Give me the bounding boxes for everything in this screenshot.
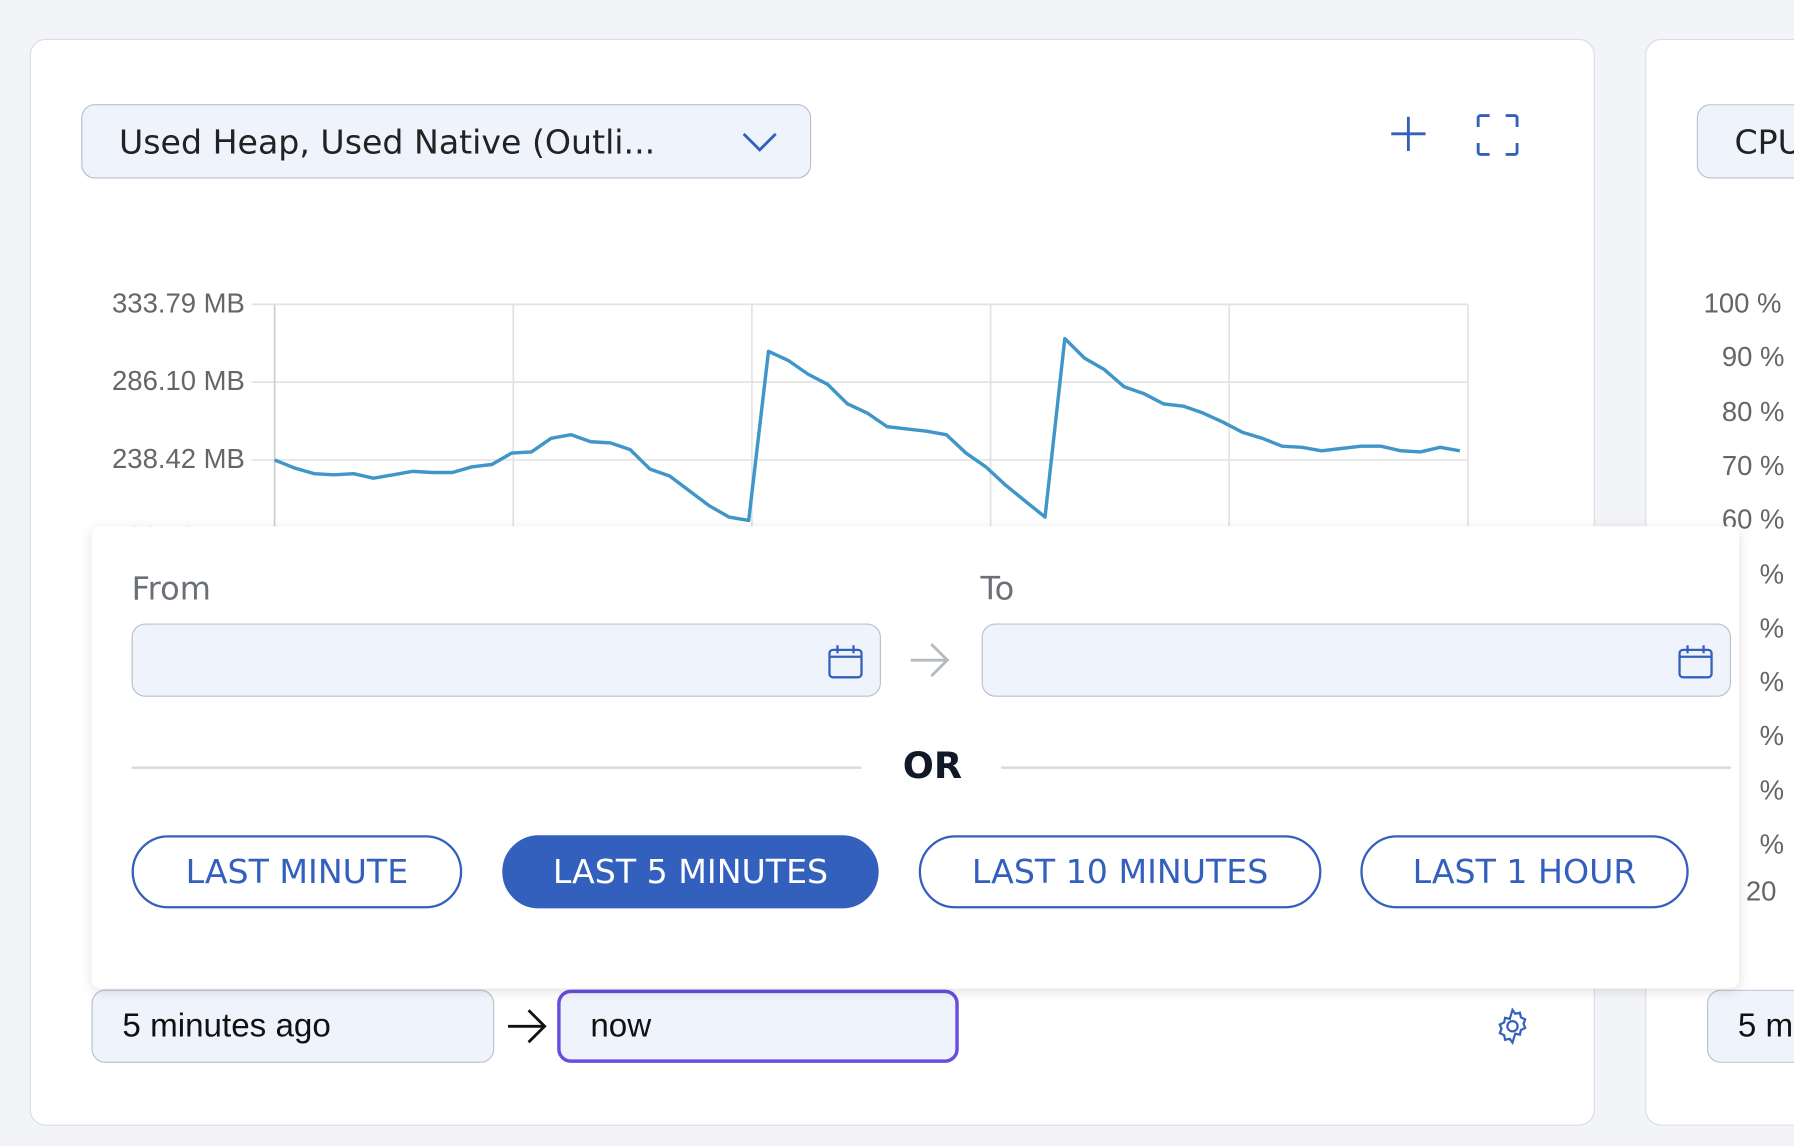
preset-last-1-hour[interactable]: LAST 1 HOUR bbox=[1360, 835, 1689, 909]
metric-select-value: Used Heap, Used Native (Outli... bbox=[118, 121, 656, 161]
settings-gear-icon[interactable] bbox=[1492, 1006, 1533, 1047]
to-date-input[interactable] bbox=[981, 623, 1732, 697]
arrow-right-icon bbox=[507, 1009, 547, 1044]
cpu-y-tick-label: % bbox=[1759, 558, 1785, 590]
add-icon[interactable] bbox=[1389, 114, 1428, 153]
cpu-y-tick-label: % bbox=[1759, 775, 1785, 807]
cpu-y-tick-label: 70 % bbox=[1721, 450, 1785, 482]
cpu-y-tick-label: 90 % bbox=[1721, 342, 1785, 374]
calendar-icon[interactable] bbox=[827, 643, 864, 680]
from-date-input[interactable] bbox=[131, 623, 881, 697]
y-tick-label: 286.10 MB bbox=[112, 366, 245, 398]
time-from-value: 5 minutes ago bbox=[122, 1007, 331, 1044]
date-range-popover: From To OR LAST MINUTE LAST 5 MINUTES LA… bbox=[91, 526, 1740, 989]
cpu-y-tick-label: 100 % bbox=[1703, 288, 1782, 320]
cpu-time-from-input[interactable]: 5 m bbox=[1706, 989, 1794, 1063]
time-from-input[interactable]: 5 minutes ago bbox=[91, 989, 495, 1063]
time-to-value: now bbox=[590, 1007, 652, 1044]
y-tick-label: 238.42 MB bbox=[112, 443, 245, 475]
cpu-y-tick-label: % bbox=[1759, 829, 1785, 861]
cpu-metric-select-value: CPU bbox=[1734, 121, 1794, 161]
divider-right bbox=[1001, 766, 1732, 769]
cpu-y-tick-label: % bbox=[1759, 613, 1785, 644]
preset-last-10-minutes[interactable]: LAST 10 MINUTES bbox=[918, 835, 1322, 909]
from-label: From bbox=[131, 569, 211, 608]
cpu-y-tick-label: % bbox=[1759, 667, 1785, 699]
to-label: To bbox=[980, 569, 1015, 608]
chevron-down-icon bbox=[742, 132, 777, 152]
calendar-icon[interactable] bbox=[1677, 643, 1714, 680]
cpu-y-tick-label: % bbox=[1759, 721, 1785, 753]
preset-last-5-minutes[interactable]: LAST 5 MINUTES bbox=[502, 835, 879, 909]
preset-last-minute[interactable]: LAST MINUTE bbox=[131, 835, 463, 909]
metric-select[interactable]: Used Heap, Used Native (Outli... bbox=[81, 104, 812, 179]
cpu-y-tick-label: 80 % bbox=[1721, 396, 1785, 428]
cpu-y-tick-label: 20 bbox=[1745, 876, 1777, 908]
arrow-right-icon bbox=[910, 643, 950, 678]
fullscreen-icon[interactable] bbox=[1476, 113, 1519, 156]
or-label: OR bbox=[902, 743, 963, 788]
cpu-metric-select[interactable]: CPU bbox=[1696, 104, 1794, 179]
y-tick-label: 333.79 MB bbox=[112, 288, 245, 320]
cpu-time-from-value: 5 m bbox=[1737, 1007, 1794, 1044]
divider-left bbox=[131, 766, 862, 769]
used-heap-series-line bbox=[273, 336, 1461, 523]
time-to-input[interactable]: now bbox=[557, 989, 959, 1063]
